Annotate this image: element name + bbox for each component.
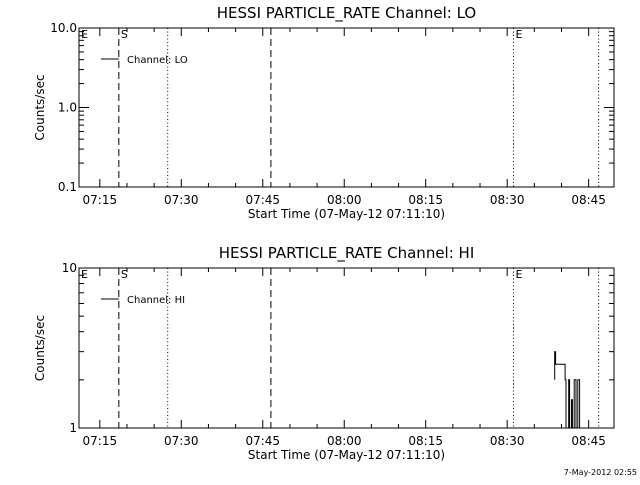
series-line xyxy=(554,351,581,429)
time-marker-label: E xyxy=(516,28,523,41)
x-tick-label: 08:30 xyxy=(490,193,525,207)
y-tick-label: 1 xyxy=(69,421,77,435)
y-axis-label: Counts/sec xyxy=(33,315,47,381)
x-tick-label: 08:45 xyxy=(571,193,606,207)
x-tick-label: 08:00 xyxy=(327,434,362,448)
legend-label: Channel: HI xyxy=(127,295,185,306)
y-tick-label: 10.0 xyxy=(50,21,77,35)
x-tick-label: 07:30 xyxy=(164,434,199,448)
y-axis-label: Counts/sec xyxy=(33,74,47,140)
x-tick-label: 08:45 xyxy=(571,434,606,448)
plot-frame xyxy=(78,267,615,429)
x-tick-label: 07:45 xyxy=(245,193,280,207)
x-tick-label: 07:15 xyxy=(83,434,118,448)
panel-lo: HESSI PARTICLE_RATE Channel: LO 07:15 07:3… xyxy=(33,4,615,221)
time-marker-label: E xyxy=(516,268,523,281)
corner-marker-label: E xyxy=(81,268,88,281)
x-axis-label: Start Time (07-May-12 07:11:10) xyxy=(248,207,445,221)
chart-title: HESSI PARTICLE_RATE Channel: HI xyxy=(219,244,475,263)
plot-frame xyxy=(78,27,615,188)
time-marker-label: S xyxy=(121,268,128,281)
panel-hi: HESSI PARTICLE_RATE Channel: HI 07:15 07:3… xyxy=(33,244,615,462)
x-tick-label: 08:30 xyxy=(490,434,525,448)
x-tick-label: 07:45 xyxy=(245,434,280,448)
chart-title: HESSI PARTICLE_RATE Channel: LO xyxy=(217,4,476,23)
y-tick-label: 10 xyxy=(62,261,77,275)
y-tick-label: 1.0 xyxy=(58,101,77,115)
y-tick-label: 0.1 xyxy=(58,180,77,194)
corner-marker-label: E xyxy=(81,28,88,41)
x-tick-label: 07:15 xyxy=(83,193,118,207)
x-axis-label: Start Time (07-May-12 07:11:10) xyxy=(248,448,445,462)
x-tick-label: 07:30 xyxy=(164,193,199,207)
legend-label: Channel: LO xyxy=(127,55,188,66)
x-tick-label: 08:15 xyxy=(408,193,443,207)
time-marker-label: S xyxy=(121,28,128,41)
x-tick-label: 08:00 xyxy=(327,193,362,207)
x-tick-label: 08:15 xyxy=(408,434,443,448)
timestamp-label: 7-May-2012 02:55 xyxy=(564,468,637,477)
